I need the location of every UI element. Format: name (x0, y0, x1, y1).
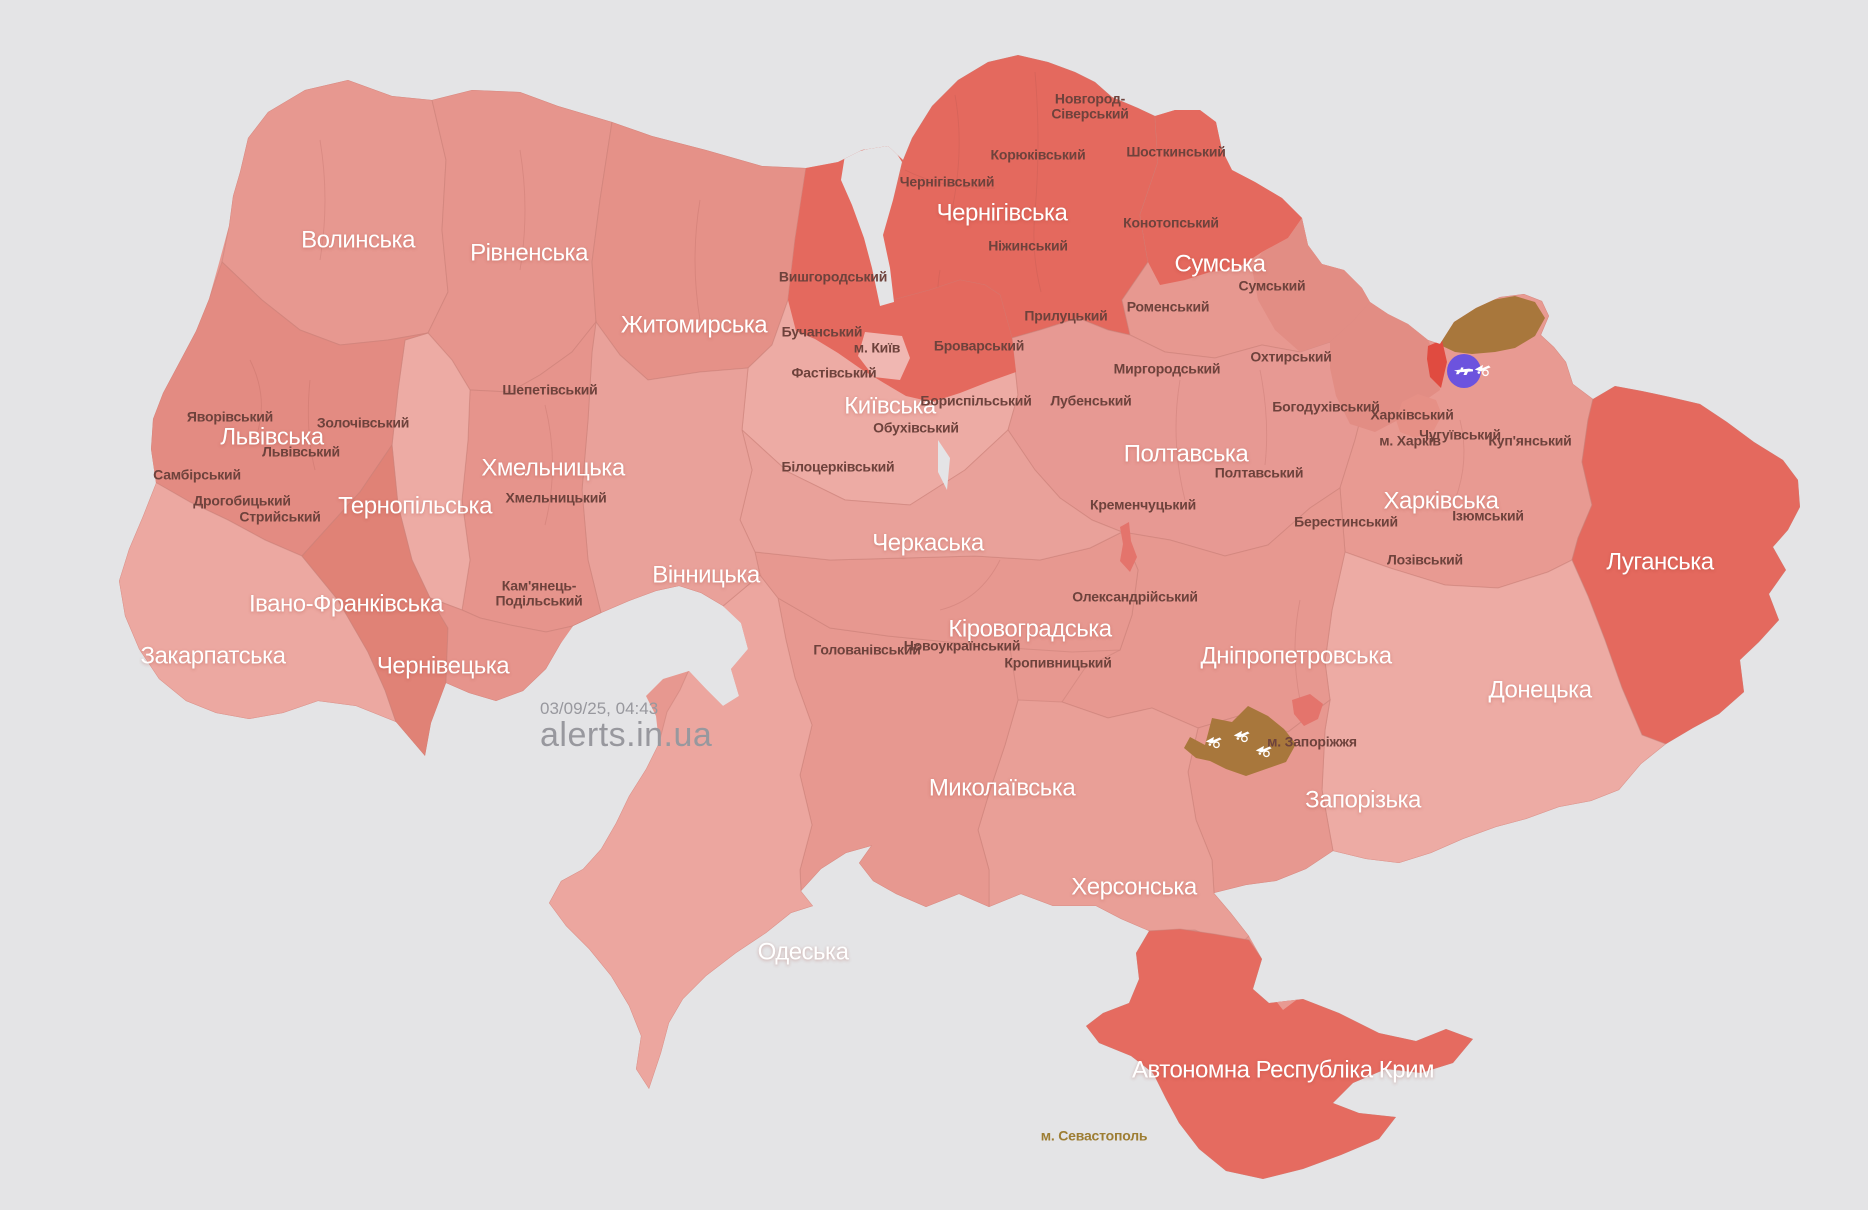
alert-community-kharkiv-west[interactable] (1427, 340, 1447, 388)
drone-zone-zaporizhzhia[interactable] (1184, 706, 1296, 776)
alert-overlays (788, 110, 1545, 1010)
alert-patch-kyiv-north[interactable] (788, 146, 1016, 402)
kyiv-city-shape[interactable] (858, 332, 910, 380)
kaniv-reservoir (938, 440, 950, 490)
alert-patch-sumy-northwest[interactable] (1140, 110, 1302, 285)
oblast-shape-crimea[interactable] (1085, 928, 1474, 1179)
kyiv-reservoir (841, 143, 902, 306)
drone-zone-kharkiv-border[interactable] (1438, 296, 1545, 354)
oblast-shape-chernivtsi[interactable] (428, 597, 602, 702)
watermark-site: alerts.in.ua (540, 715, 713, 754)
alert-patch-sumskyi-raion[interactable] (1252, 218, 1370, 352)
watermark-timestamp: 03/09/25, 04:43 (540, 699, 659, 718)
alert-community-kremenchuk[interactable] (1120, 522, 1137, 572)
gunfire-icon (1447, 354, 1481, 388)
kharkivskyi-raion-outline[interactable] (1396, 394, 1442, 438)
alert-community-zaporizhzhia[interactable] (1292, 694, 1323, 726)
watermark: 03/09/25, 04:43 alerts.in.ua (540, 700, 712, 754)
oblast-shape-odesa[interactable] (548, 574, 814, 1091)
